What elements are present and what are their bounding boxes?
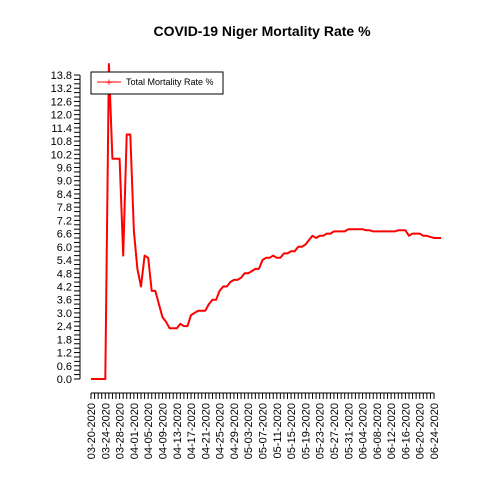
x-tick-label: 05-27-2020 <box>329 403 341 459</box>
x-tick-label: 05-11-2020 <box>272 403 284 458</box>
y-tick-label: 8.4 <box>57 189 72 201</box>
y-tick-label: 4.2 <box>57 281 72 293</box>
y-tick-label: 12.6 <box>51 96 72 108</box>
y-tick-label: 11.4 <box>51 123 72 135</box>
x-tick-label: 04-05-2020 <box>143 403 155 459</box>
series-line-total-mortality-rate <box>91 63 442 380</box>
x-tick-label: 03-28-2020 <box>115 403 127 459</box>
y-tick-label: 2.4 <box>57 321 72 333</box>
y-tick-label: 13.8 <box>51 70 72 82</box>
x-tick-label: 05-31-2020 <box>343 403 355 459</box>
y-tick-label: 0.6 <box>57 361 72 373</box>
x-tick-label: 04-09-2020 <box>157 403 169 459</box>
y-tick-label: 1.8 <box>57 334 72 346</box>
x-tick-label: 05-07-2020 <box>258 403 270 459</box>
y-tick-label: 3.6 <box>57 295 72 307</box>
y-tick-label: 6.6 <box>57 229 72 241</box>
y-tick-label: 13.2 <box>51 83 72 95</box>
y-tick-label: 9.6 <box>57 163 72 175</box>
x-tick-label: 05-03-2020 <box>243 403 255 459</box>
x-tick-label: 04-13-2020 <box>172 403 184 459</box>
y-tick-label: 3.0 <box>57 308 72 320</box>
x-tick-label: 04-21-2020 <box>200 403 212 459</box>
x-tick-label: 06-16-2020 <box>400 403 412 459</box>
x-tick-label: 05-23-2020 <box>315 403 327 459</box>
legend: + Total Mortality Rate % <box>90 71 224 95</box>
x-tick-label: 05-15-2020 <box>286 403 298 459</box>
y-tick-label: 10.8 <box>51 136 72 148</box>
y-tick-label: 6.0 <box>57 242 72 254</box>
y-tick-label: 0.0 <box>57 374 72 386</box>
y-tick-label: 1.2 <box>57 348 72 360</box>
y-axis: 0.00.61.2 1.82.43.03.6 4.24.85.46.06.6 7.27… <box>51 70 81 386</box>
y-tick-label: 5.4 <box>57 255 72 267</box>
x-tick-label: 06-24-2020 <box>429 403 441 459</box>
y-tick-label: 9.0 <box>57 176 72 188</box>
x-tick-label: 04-01-2020 <box>129 403 141 459</box>
x-tick-label: 03-24-2020 <box>100 403 112 459</box>
x-tick-label: 03-20-2020 <box>86 403 98 459</box>
series-layer <box>91 63 442 380</box>
chart-title: COVID-19 Niger Mortality Rate % <box>153 23 371 39</box>
y-tick-label: 7.8 <box>57 202 72 214</box>
y-tick-label: 12.0 <box>51 110 72 122</box>
x-tick-label: 04-25-2020 <box>215 403 227 459</box>
x-axis: 03-20-2020 03-24-2020 03-28-2020 04-01-2020… <box>86 392 441 459</box>
y-tick-label: 4.8 <box>57 268 72 280</box>
x-tick-label: 04-29-2020 <box>229 403 241 459</box>
x-tick-label: 06-08-2020 <box>372 403 384 459</box>
y-tick-label: 7.2 <box>57 215 72 227</box>
x-tick-label: 06-20-2020 <box>415 403 427 459</box>
x-tick-label: 05-19-2020 <box>300 403 312 459</box>
y-tick-label: 10.2 <box>51 149 72 161</box>
x-tick-label: 06-04-2020 <box>358 403 370 459</box>
x-tick-label: 04-17-2020 <box>186 403 198 459</box>
legend-box <box>90 71 224 95</box>
legend-marker-plus: + <box>106 77 112 89</box>
legend-label: Total Mortality Rate % <box>126 77 214 87</box>
x-tick-label: 06-12-2020 <box>386 403 398 459</box>
